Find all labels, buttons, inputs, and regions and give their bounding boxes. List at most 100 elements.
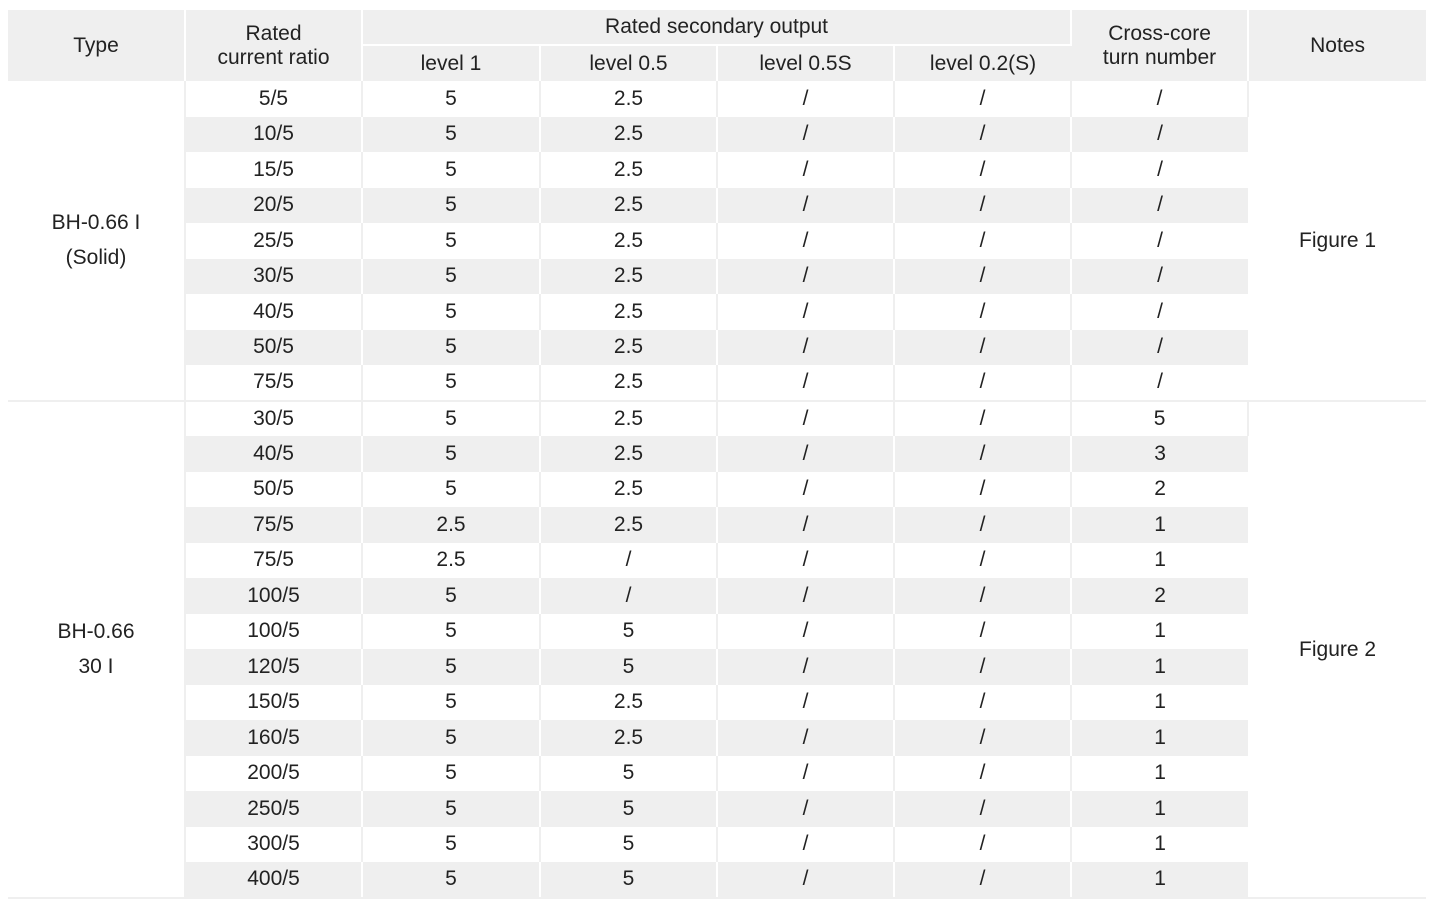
- header-secondary-output: Rated secondary output: [362, 10, 1073, 46]
- level-1-cell: 5: [362, 578, 541, 614]
- level-1-cell: 5: [362, 223, 541, 259]
- cross-core-cell: 1: [1154, 548, 1166, 572]
- ratio-cell: 25/5: [185, 223, 363, 259]
- table-row: 50/5 5 2.5// /: [8, 329, 1426, 365]
- cross-core-cell: 3: [1071, 436, 1249, 472]
- notes-cell: Figure 1: [1248, 81, 1427, 402]
- level-0-5-cell: 5: [540, 862, 718, 899]
- table-row: 400/5 5 5//1: [8, 862, 1426, 899]
- ratio-cell: 120/5: [185, 649, 363, 685]
- level-0-5s-cell: /: [717, 862, 895, 899]
- level-0-5s-cell: /: [717, 684, 895, 720]
- level-0-5s-cell: /: [717, 542, 895, 578]
- table-row: 75/5 5 2.5// /: [8, 365, 1426, 402]
- header-level-1: level 1: [362, 45, 541, 81]
- ratio-cell: 75/5: [185, 542, 363, 578]
- ratio-cell: 30/5: [185, 400, 363, 436]
- level-0-5-cell: 2.5: [540, 81, 718, 117]
- level-0-2s-cell: /: [894, 365, 1073, 402]
- level-0-5s-cell: /: [717, 400, 895, 436]
- level-0-5-cell: 2.5: [540, 365, 718, 402]
- level-1-cell: 5: [362, 187, 541, 223]
- header-ratio: Rated current ratio: [185, 10, 363, 81]
- level-0-5s-cell: /: [717, 187, 895, 223]
- cross-core-cell: 1: [1071, 791, 1249, 827]
- level-0-5s-cell: /: [717, 578, 895, 614]
- ratio-cell: 150/5: [185, 684, 363, 720]
- level-1-cell: 5: [362, 152, 541, 188]
- level-0-5s-cell: /: [717, 436, 895, 472]
- ratio-cell: 75/5: [185, 365, 363, 402]
- level-0-5-cell: 5: [540, 613, 718, 649]
- cross-core-cell: /: [1071, 329, 1249, 365]
- level-1-cell: 5: [362, 791, 541, 827]
- level-0-2s-cell: /: [894, 613, 1073, 649]
- ratio-cell: 100/5: [185, 578, 363, 614]
- level-0-5-cell: 2.5: [540, 223, 718, 259]
- table-row: 120/5 5 5//1: [8, 649, 1426, 685]
- level-0-2s-cell: /: [894, 436, 1073, 472]
- level-1-cell: 5: [362, 720, 541, 756]
- ratio-cell: 300/5: [185, 826, 363, 862]
- level-0-2s-cell: /: [894, 862, 1073, 899]
- level-0-2s-cell: /: [894, 294, 1073, 330]
- ratio-cell: 200/5: [185, 755, 363, 791]
- ratio-cell: 250/5: [185, 791, 363, 827]
- level-0-2s-cell: /: [894, 649, 1073, 685]
- level-0-5-cell: 5: [540, 791, 718, 827]
- ct-spec-table: Type Rated current ratio Rated secondary…: [8, 10, 1427, 899]
- level-1-cell: 5: [362, 400, 541, 436]
- table-row: 250/5 5 5//1: [8, 791, 1426, 827]
- level-0-2s-cell: /: [894, 684, 1073, 720]
- level-0-2s-cell: /: [894, 826, 1073, 862]
- level-1-cell: 5: [362, 826, 541, 862]
- level-0-5-cell: /: [540, 542, 718, 578]
- level-0-5-cell: 2.5: [540, 720, 718, 756]
- level-0-2s-cell: /: [894, 258, 1073, 294]
- level-0-5-cell: 5: [540, 755, 718, 791]
- ratio-cell: 50/5: [185, 471, 363, 507]
- level-0-5s-cell: /: [717, 81, 895, 117]
- header-level-0-5s: level 0.5S: [717, 45, 895, 81]
- level-0-5-cell: 2.5: [540, 507, 718, 543]
- level-0-5s-cell: /: [717, 720, 895, 756]
- ratio-cell: 5/5: [185, 81, 363, 117]
- type-line: BH-0.66 I: [51, 211, 141, 235]
- level-0-5-cell: 2.5: [540, 436, 718, 472]
- ratio-cell: 160/5: [185, 720, 363, 756]
- cross-core-cell: /: [1071, 116, 1249, 152]
- level-1-cell: 5: [362, 294, 541, 330]
- notes-cell: Figure 2: [1248, 400, 1427, 899]
- ratio-cell: 400/5: [185, 862, 363, 899]
- level-0-5-cell: 2.5: [540, 152, 718, 188]
- header-level-0-5: level 0.5: [540, 45, 718, 81]
- ratio-cell: 15/5: [185, 152, 363, 188]
- table-row: 100/5 5///2: [8, 578, 1426, 614]
- cross-core-cell: /: [1157, 299, 1163, 323]
- level-0-5-cell: 2.5: [540, 258, 718, 294]
- level-0-2s-cell: /: [894, 578, 1073, 614]
- cross-core-cell: 1: [1154, 619, 1166, 643]
- cross-core-cell: 1: [1071, 649, 1249, 685]
- level-1-cell: 5: [362, 613, 541, 649]
- cross-core-cell: 1: [1071, 507, 1249, 543]
- level-0-2s-cell: /: [894, 507, 1073, 543]
- table-row: 150/5 5 2.5//1: [8, 684, 1426, 720]
- table-row: 25/5 5 2.5// /: [8, 223, 1426, 259]
- level-0-5-cell: 2.5: [540, 684, 718, 720]
- ratio-cell: 40/5: [185, 294, 363, 330]
- type-cell: BH-0.66 I (Solid): [8, 81, 186, 402]
- table-row: 200/5 5 5//1: [8, 755, 1426, 791]
- level-1-cell: 5: [362, 116, 541, 152]
- level-0-5-cell: 2.5: [540, 294, 718, 330]
- header-cross-core: Cross-core turn number: [1071, 10, 1250, 81]
- level-0-5-cell: 2.5: [540, 471, 718, 507]
- level-0-5s-cell: /: [717, 223, 895, 259]
- level-1-cell: 2.5: [362, 507, 541, 543]
- level-0-2s-cell: /: [894, 400, 1073, 436]
- cross-core-cell: 2: [1071, 578, 1249, 614]
- cross-core-cell: 1: [1154, 832, 1166, 856]
- type-line: (Solid): [65, 246, 127, 270]
- table-row: 40/5 5 2.5//3: [8, 436, 1426, 472]
- level-0-2s-cell: /: [894, 471, 1073, 507]
